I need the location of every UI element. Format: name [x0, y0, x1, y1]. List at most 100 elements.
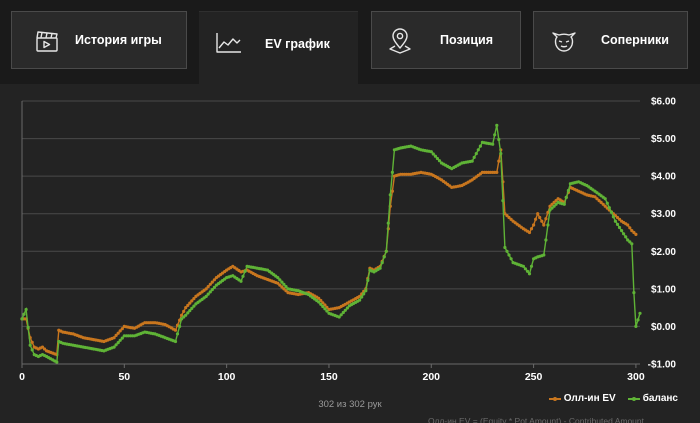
data-point — [384, 249, 388, 253]
data-point — [345, 306, 349, 310]
data-point — [184, 313, 188, 317]
data-point — [28, 343, 32, 347]
data-point — [190, 306, 194, 310]
data-point — [595, 197, 599, 201]
y-tick-label: $0.00 — [651, 322, 676, 333]
data-point — [180, 313, 184, 317]
data-point — [192, 304, 196, 308]
tab-opponents[interactable]: Соперники — [533, 11, 688, 69]
line-chart-icon — [216, 33, 241, 53]
data-point — [601, 202, 605, 206]
data-point — [339, 313, 343, 317]
data-point — [378, 266, 382, 270]
data-point — [550, 202, 554, 206]
data-point — [630, 229, 634, 233]
data-point — [476, 148, 480, 152]
data-point — [431, 152, 435, 156]
data-point — [192, 297, 196, 301]
y-tick-label: $5.00 — [651, 134, 676, 145]
data-point — [607, 206, 611, 210]
data-point — [609, 210, 614, 214]
data-point — [319, 302, 323, 306]
ev-line-chart: $6.00 $5.00 $4.00 $3.00 $2.00 $1.00 $0.00 -$1.0… — [19, 97, 676, 384]
data-point — [182, 309, 186, 313]
tab-bar: История игры EV график Позиция — [0, 0, 700, 84]
data-point — [493, 133, 497, 137]
tab-opponents-label: Соперники — [601, 33, 669, 47]
data-point — [628, 240, 632, 244]
tab-history[interactable]: История игры — [11, 11, 187, 69]
x-tick-label: 0 — [19, 371, 25, 383]
data-point — [470, 159, 474, 163]
clapperboard-icon — [36, 31, 58, 52]
data-point — [206, 292, 210, 296]
legend-label-allin-ev: Олл-ин EV — [563, 393, 616, 404]
data-point — [325, 309, 329, 313]
y-tick-label: $2.00 — [651, 247, 676, 258]
data-point — [317, 300, 321, 304]
data-point — [284, 285, 288, 289]
devil-mask-icon — [552, 32, 576, 52]
data-point — [525, 269, 530, 273]
data-point — [599, 200, 603, 204]
data-point — [603, 197, 607, 201]
data-point — [276, 276, 280, 280]
data-point — [628, 226, 632, 230]
data-point — [114, 333, 118, 337]
data-point — [546, 210, 550, 215]
data-point — [435, 156, 439, 161]
legend-item-balance[interactable]: баланс — [627, 393, 678, 404]
data-point — [507, 215, 511, 220]
data-point — [388, 193, 392, 197]
data-point — [112, 345, 116, 349]
x-tick-label: 200 — [423, 371, 441, 383]
data-point — [20, 317, 24, 321]
data-point — [178, 324, 182, 328]
y-tick-label: $4.00 — [651, 172, 676, 183]
data-point — [210, 280, 214, 284]
data-point — [190, 299, 194, 303]
data-point — [118, 329, 122, 333]
chart-legend: Олл-ин EV баланс — [548, 393, 678, 404]
data-point — [204, 294, 208, 298]
series-allin-ev — [20, 148, 638, 357]
data-point — [188, 309, 192, 313]
data-point — [204, 287, 208, 291]
data-point — [278, 278, 282, 282]
data-point — [280, 280, 284, 284]
data-point — [120, 336, 124, 340]
data-point — [26, 325, 30, 329]
data-point — [611, 215, 616, 219]
data-point — [638, 311, 642, 315]
data-point — [542, 223, 546, 227]
data-point — [206, 285, 210, 289]
data-point — [503, 245, 507, 250]
data-point — [552, 204, 556, 208]
data-point — [505, 214, 509, 218]
y-tick-label: $1.00 — [651, 284, 676, 295]
data-point — [529, 227, 534, 231]
data-point — [241, 274, 245, 278]
data-point — [499, 152, 503, 156]
data-point — [317, 296, 321, 300]
series-balance — [20, 123, 642, 364]
data-point — [337, 315, 341, 319]
data-point — [173, 328, 178, 332]
data-point — [509, 257, 513, 261]
data-point — [536, 212, 540, 216]
data-point — [239, 279, 243, 283]
data-point — [620, 229, 624, 233]
data-point — [358, 298, 362, 302]
tab-position[interactable]: Позиция — [371, 11, 521, 69]
data-point — [478, 144, 482, 148]
data-point — [208, 290, 212, 294]
data-point — [615, 222, 620, 226]
data-point — [437, 159, 442, 163]
data-point — [495, 170, 499, 174]
legend-item-allin-ev[interactable]: Олл-ин EV — [548, 393, 616, 404]
data-point — [433, 154, 437, 158]
data-point — [548, 208, 552, 212]
data-point — [521, 264, 526, 268]
tab-ev-chart[interactable]: EV график — [199, 11, 358, 84]
data-point — [593, 195, 597, 199]
